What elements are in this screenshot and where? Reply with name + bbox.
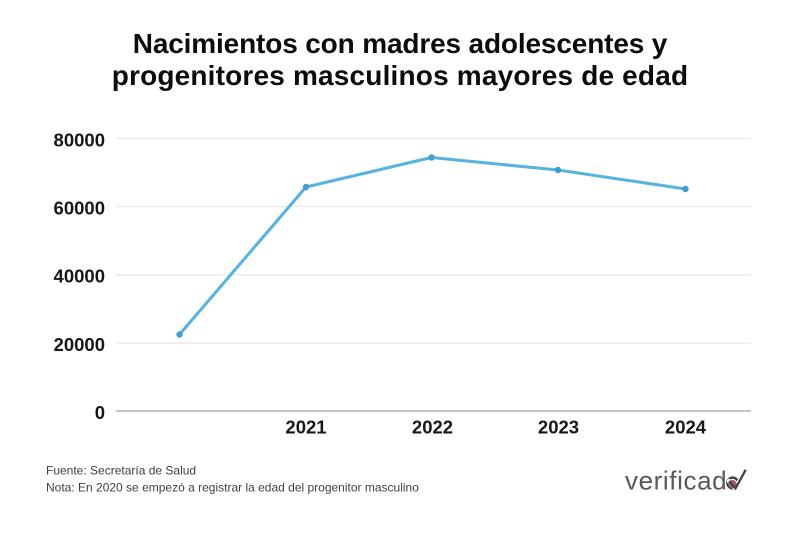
svg-text:Nota: En 2020 se empezó a regi: Nota: En 2020 se empezó a registrar la e… [46, 480, 419, 494]
svg-text:2023: 2023 [538, 416, 579, 437]
svg-text:verificad: verificad [625, 466, 727, 496]
svg-text:2022: 2022 [412, 416, 453, 437]
svg-text:progenitores masculinos mayore: progenitores masculinos mayores de edad [112, 60, 689, 91]
svg-text:Nacimientos con madres adolesc: Nacimientos con madres adolescentes y [133, 28, 668, 59]
svg-text:Fuente: Secretaría de Salud: Fuente: Secretaría de Salud [46, 464, 196, 478]
svg-text:20000: 20000 [54, 334, 105, 355]
svg-text:40000: 40000 [54, 266, 105, 287]
svg-text:0: 0 [95, 402, 105, 423]
svg-text:2021: 2021 [285, 416, 326, 437]
svg-text:2024: 2024 [665, 416, 707, 437]
svg-text:80000: 80000 [54, 129, 105, 150]
svg-text:60000: 60000 [54, 198, 105, 219]
